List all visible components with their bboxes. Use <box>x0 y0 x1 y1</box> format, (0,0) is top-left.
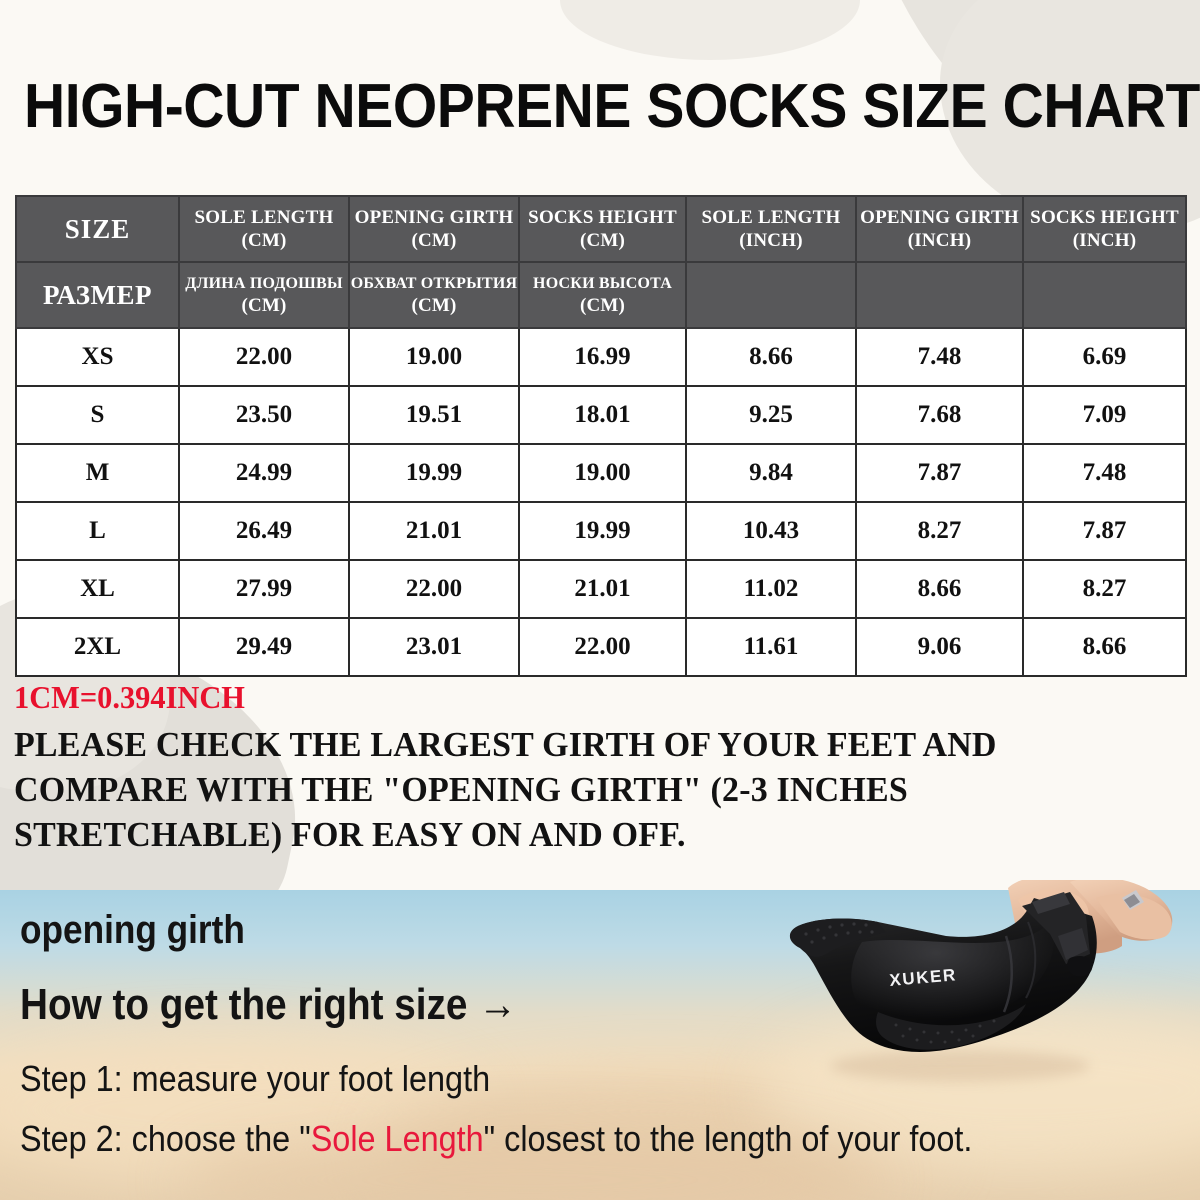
header-opening-girth-cm-unit: (CM) <box>411 230 457 251</box>
step-2-prefix: Step 2: choose the " <box>20 1118 311 1159</box>
header-opening-girth-ru-label: ОБХВАТ ОТКРЫТИЯ <box>350 275 518 292</box>
how-to-heading: How to get the right size → <box>20 980 517 1029</box>
cell-girth_cm: 19.51 <box>348 385 520 445</box>
cell-height_in: 8.27 <box>1022 559 1187 619</box>
table-header: SIZE SOLE LENGTH (CM) OPENING GIRTH (CM)… <box>15 195 1187 329</box>
size-chart-table: SIZE SOLE LENGTH (CM) OPENING GIRTH (CM)… <box>15 195 1187 677</box>
header-socks-height-ru-label: НОСКИ ВЫСОТА <box>533 275 672 292</box>
cell-sole_in: 8.66 <box>685 327 857 387</box>
cell-height_cm: 19.00 <box>518 443 687 503</box>
cell-height_in: 8.66 <box>1022 617 1187 677</box>
cell-height_in: 7.09 <box>1022 385 1187 445</box>
header-socks-height-inch: SOCKS HEIGHT (INCH) <box>1022 195 1187 263</box>
header-size-ru-label: РАЗМЕР <box>42 280 153 310</box>
opening-girth-label: opening girth <box>20 908 245 952</box>
cell-sole_cm: 29.49 <box>178 617 350 677</box>
cell-girth_in: 8.27 <box>855 501 1024 561</box>
header-opening-girth-ru-unit: (СМ) <box>411 295 457 316</box>
header-sole-length-ru: ДЛИНА ПОДОШВЫ (СМ) <box>178 261 350 329</box>
cell-sole_in: 9.84 <box>685 443 857 503</box>
cell-sole_cm: 22.00 <box>178 327 350 387</box>
cell-height_in: 7.48 <box>1022 443 1187 503</box>
cell-sole_cm: 23.50 <box>178 385 350 445</box>
header-sole-length-ru-label: ДЛИНА ПОДОШВЫ <box>185 275 343 292</box>
header-opening-girth-ru: ОБХВАТ ОТКРЫТИЯ (СМ) <box>348 261 520 329</box>
header-opening-girth-inch: OPENING GIRTH (INCH) <box>855 195 1024 263</box>
cell-girth_cm: 22.00 <box>348 559 520 619</box>
cell-height_in: 7.87 <box>1022 501 1187 561</box>
cell-sole_cm: 27.99 <box>178 559 350 619</box>
cell-girth_in: 7.48 <box>855 327 1024 387</box>
header-socks-height-ru-unit: (СМ) <box>579 295 626 316</box>
table-row: 2XL 29.49 23.01 22.00 11.61 9.06 8.66 <box>15 617 1187 677</box>
cell-size: 2XL <box>15 617 180 677</box>
step-2-highlight: Sole Length <box>310 1118 484 1159</box>
page-title: HIGH-CUT NEOPRENE SOCKS SIZE CHART <box>24 72 1200 141</box>
cell-girth_cm: 23.01 <box>348 617 520 677</box>
header-socks-height-cm-unit: (CM) <box>579 230 626 251</box>
cell-girth_cm: 21.01 <box>348 501 520 561</box>
header-sole-length-inch-unit: (INCH) <box>739 230 803 251</box>
cell-girth_in: 9.06 <box>855 617 1024 677</box>
header-opening-girth-cm-label: OPENING GIRTH <box>354 207 514 228</box>
header-socks-height-inch-label: SOCKS HEIGHT <box>1030 207 1179 228</box>
step-1-text: Step 1: measure your foot length <box>20 1058 491 1099</box>
header-sole-length-cm-label: SOLE LENGTH <box>194 207 334 228</box>
cell-girth_in: 8.66 <box>855 559 1024 619</box>
header-size-en: SIZE <box>15 195 180 263</box>
header-socks-height-cm: SOCKS HEIGHT (CM) <box>518 195 687 263</box>
decorative-blob-top-center <box>560 0 860 60</box>
cell-size: XL <box>15 559 180 619</box>
table-row: XL 27.99 22.00 21.01 11.02 8.66 8.27 <box>15 559 1187 619</box>
header-socks-height-inch-unit: (INCH) <box>1072 230 1137 251</box>
header-sole-length-inch-label: SOLE LENGTH <box>701 207 841 228</box>
header-opening-girth-cm: OPENING GIRTH (CM) <box>348 195 520 263</box>
header-sole-length-ru-unit: (СМ) <box>241 295 287 316</box>
header-socks-height-inch-ru <box>1022 261 1187 329</box>
table-body: XS 22.00 19.00 16.99 8.66 7.48 6.69 S 23.50 19.51… <box>15 327 1187 677</box>
step-2-text: Step 2: choose the "Sole Length" closest… <box>20 1118 972 1160</box>
header-sole-length-inch-ru <box>685 261 857 329</box>
fitting-instructions: PLEASE CHECK THE LARGEST GIRTH OF YOUR F… <box>14 725 997 854</box>
header-row-english: SIZE SOLE LENGTH (CM) OPENING GIRTH (CM)… <box>15 195 1187 263</box>
header-opening-girth-inch-ru <box>855 261 1024 329</box>
cell-size: L <box>15 501 180 561</box>
table-row: M 24.99 19.99 19.00 9.84 7.87 7.48 <box>15 443 1187 503</box>
cell-height_cm: 19.99 <box>518 501 687 561</box>
cell-size: M <box>15 443 180 503</box>
header-sole-length-inch: SOLE LENGTH (INCH) <box>685 195 857 263</box>
cell-girth_in: 7.87 <box>855 443 1024 503</box>
header-opening-girth-inch-label: OPENING GIRTH <box>860 207 1019 228</box>
header-sole-length-cm-unit: (CM) <box>241 230 287 251</box>
header-opening-girth-inch-unit: (INCH) <box>907 230 972 251</box>
cell-height_in: 6.69 <box>1022 327 1187 387</box>
step-2-suffix: " closest to the length of your foot. <box>483 1118 973 1159</box>
header-size-en-label: SIZE <box>64 213 131 244</box>
cell-girth_cm: 19.00 <box>348 327 520 387</box>
cell-girth_in: 7.68 <box>855 385 1024 445</box>
cell-girth_cm: 19.99 <box>348 443 520 503</box>
header-size-ru: РАЗМЕР <box>15 261 180 329</box>
cell-sole_cm: 24.99 <box>178 443 350 503</box>
cell-height_cm: 21.01 <box>518 559 687 619</box>
cell-sole_in: 11.61 <box>685 617 857 677</box>
header-sole-length-cm: SOLE LENGTH (CM) <box>178 195 350 263</box>
cell-height_cm: 18.01 <box>518 385 687 445</box>
cell-sole_in: 11.02 <box>685 559 857 619</box>
table-row: S 23.50 19.51 18.01 9.25 7.68 7.09 <box>15 385 1187 445</box>
cell-sole_in: 10.43 <box>685 501 857 561</box>
header-socks-height-cm-label: SOCKS HEIGHT <box>528 207 677 228</box>
table-row: L 26.49 21.01 19.99 10.43 8.27 7.87 <box>15 501 1187 561</box>
table-row: XS 22.00 19.00 16.99 8.66 7.48 6.69 <box>15 327 1187 387</box>
header-socks-height-ru: НОСКИ ВЫСОТА (СМ) <box>518 261 687 329</box>
cell-sole_in: 9.25 <box>685 385 857 445</box>
cell-size: S <box>15 385 180 445</box>
header-row-russian: РАЗМЕР ДЛИНА ПОДОШВЫ (СМ) ОБХВАТ ОТКРЫТИ… <box>15 261 1187 329</box>
cell-sole_cm: 26.49 <box>178 501 350 561</box>
size-chart-panel: HIGH-CUT NEOPRENE SOCKS SIZE CHART SIZE … <box>0 0 1200 890</box>
conversion-note: 1CM=0.394INCH <box>14 679 245 715</box>
cell-height_cm: 22.00 <box>518 617 687 677</box>
cell-height_cm: 16.99 <box>518 327 687 387</box>
cell-size: XS <box>15 327 180 387</box>
